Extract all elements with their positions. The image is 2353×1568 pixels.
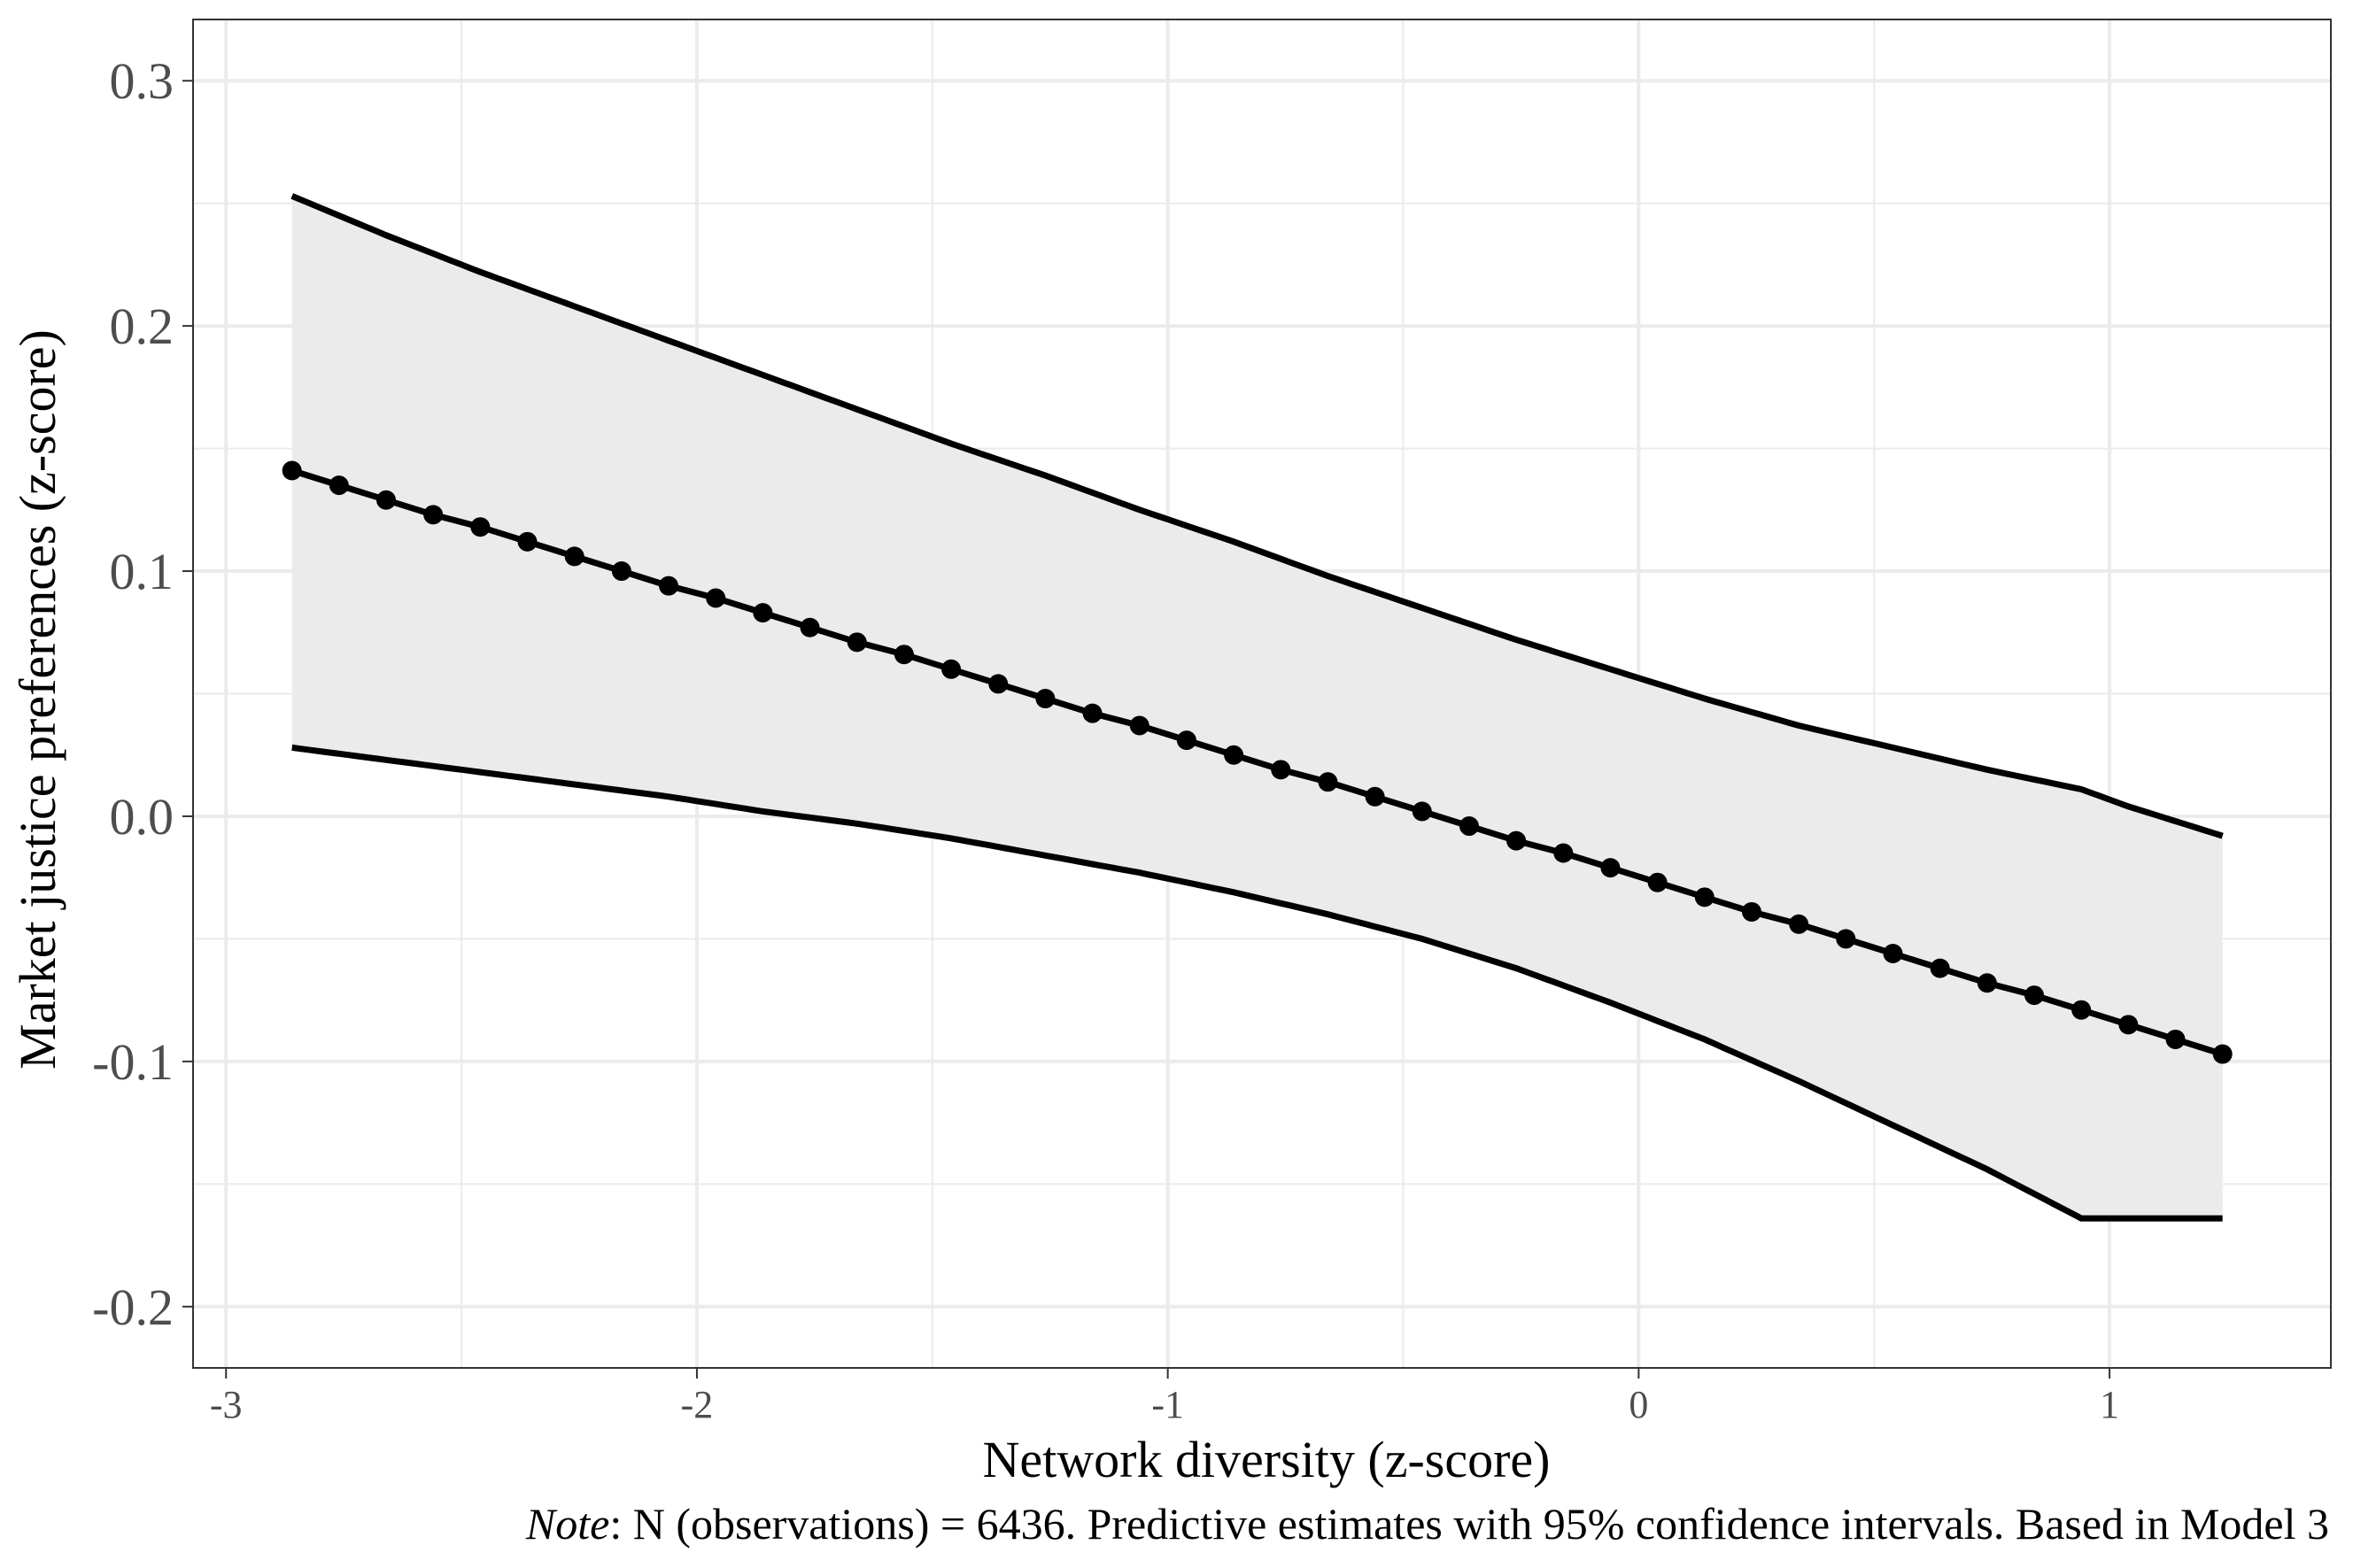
note-text: : N (observations) = 6436. Predictive es… bbox=[609, 1499, 2329, 1549]
estimate-point bbox=[611, 561, 631, 582]
estimate-point bbox=[1224, 745, 1244, 765]
estimate-point bbox=[1035, 689, 1056, 709]
estimate-point bbox=[1412, 801, 1432, 822]
estimate-point bbox=[2071, 1000, 2092, 1020]
estimate-point bbox=[423, 505, 444, 525]
y-tick-label: -0.1 bbox=[92, 1033, 174, 1091]
estimate-point bbox=[1176, 730, 1196, 751]
estimate-point bbox=[2024, 985, 2045, 1006]
estimate-point bbox=[894, 645, 914, 665]
x-tick-label: 1 bbox=[2100, 1383, 2119, 1426]
estimate-point bbox=[1694, 887, 1714, 908]
estimate-point bbox=[706, 588, 726, 608]
y-tick-label: 0.3 bbox=[110, 52, 174, 110]
panel-border bbox=[192, 19, 2332, 1369]
estimate-point bbox=[1883, 944, 1903, 964]
estimate-point bbox=[2118, 1015, 2139, 1035]
y-tick-label: 0.1 bbox=[110, 543, 174, 600]
y-tick-label: 0.2 bbox=[110, 297, 174, 355]
estimate-point bbox=[1600, 858, 1621, 878]
estimate-point bbox=[659, 575, 679, 596]
estimate-point bbox=[2165, 1029, 2186, 1049]
y-axis-ticks: -0.2 -0.1 0.0 0.1 0.2 0.3 bbox=[92, 52, 193, 1336]
estimate-point bbox=[1365, 786, 1385, 807]
estimate-point bbox=[1082, 703, 1103, 723]
y-tick-label: 0.0 bbox=[110, 788, 174, 846]
estimate-point bbox=[1318, 772, 1338, 792]
estimate-point bbox=[1553, 843, 1574, 863]
ci-lower-line bbox=[291, 744, 2223, 1222]
estimate-point bbox=[1271, 760, 1291, 780]
estimate-point bbox=[329, 475, 349, 496]
estimate-point bbox=[1741, 901, 1761, 922]
estimate-point bbox=[847, 632, 867, 653]
x-tick-label: 0 bbox=[1629, 1383, 1648, 1426]
estimate-point bbox=[1506, 830, 1527, 851]
estimate-point bbox=[1789, 914, 1809, 934]
estimate-point bbox=[988, 674, 1009, 694]
estimate-point bbox=[1647, 872, 1668, 892]
estimate-point bbox=[1930, 958, 1950, 978]
estimate-point bbox=[753, 603, 773, 623]
estimate-point bbox=[941, 659, 962, 679]
x-tick-label: -2 bbox=[681, 1383, 714, 1426]
estimate-point bbox=[564, 546, 584, 567]
estimate-point bbox=[1459, 816, 1479, 837]
estimate-point bbox=[517, 531, 538, 552]
x-axis-title: Network diversity (z-score) bbox=[983, 1431, 1551, 1488]
figure-note: Note: N (observations) = 6436. Predictiv… bbox=[525, 1499, 2329, 1549]
estimate-point bbox=[282, 460, 302, 481]
note-prefix: Note bbox=[525, 1499, 609, 1549]
estimate-point bbox=[2212, 1044, 2233, 1064]
estimate-point bbox=[1129, 715, 1149, 736]
estimate-point bbox=[1977, 973, 1997, 993]
estimate-points bbox=[282, 460, 2233, 1064]
confidence-interval-ribbon bbox=[291, 196, 2223, 1219]
y-axis-title: Market justice preferences (z-score) bbox=[9, 329, 66, 1070]
estimate-point bbox=[800, 617, 820, 637]
ci-upper-line bbox=[290, 193, 2224, 839]
x-tick-label: -3 bbox=[210, 1383, 243, 1426]
estimate-point bbox=[1836, 929, 1856, 949]
x-tick-label: -1 bbox=[1151, 1383, 1184, 1426]
y-tick-label: -0.2 bbox=[92, 1278, 174, 1336]
estimate-point bbox=[470, 517, 491, 537]
estimate-point bbox=[376, 490, 397, 510]
x-axis-ticks: -3 -2 -1 0 1 bbox=[210, 1368, 2119, 1426]
